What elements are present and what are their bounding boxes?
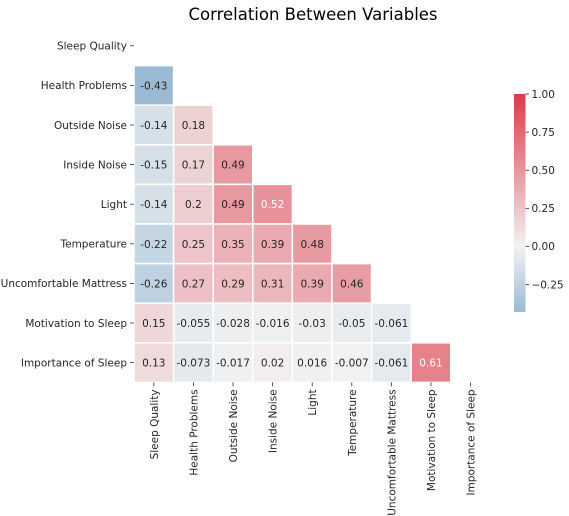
y-tick-label: Importance of Sleep (21, 357, 127, 369)
heatmap-cell-label: 0.35 (221, 239, 244, 251)
x-tick-label: Health Problems (188, 389, 200, 475)
heatmap-cell (331, 262, 373, 304)
heatmap-annotations: -0.43 -0.14 0.18 -0.15 0.17 0.49 -0.14 0.2 0.49 0… (140, 80, 442, 369)
heatmap-cell-label: 0.29 (221, 278, 244, 290)
y-tick-label: Motivation to Sleep (25, 318, 127, 330)
colorbar-tick-label: 1.00 (532, 89, 555, 101)
x-tick-label: Motivation to Sleep (426, 389, 438, 491)
y-tick-label: Uncomfortable Mattress (1, 278, 127, 290)
x-tick-label: Light (307, 389, 319, 415)
x-tick-label: Outside Noise (228, 389, 240, 462)
heatmap-cell-label: -0.016 (256, 318, 290, 330)
heatmap-cell-label: -0.05 (338, 318, 365, 330)
x-tick-label: Sleep Quality (149, 389, 161, 459)
heatmap-cell-label: -0.15 (140, 160, 167, 172)
heatmap-cell (172, 183, 214, 225)
heatmap-cell-label: 0.016 (297, 358, 327, 370)
y-tick-label: Health Problems (41, 80, 127, 92)
heatmap-cell-label: -0.43 (140, 80, 167, 92)
y-tick-label: Sleep Quality (57, 41, 127, 53)
heatmap-cell-label: -0.26 (140, 278, 167, 290)
heatmap-cell (212, 342, 254, 384)
heatmap-cells (133, 64, 452, 384)
heatmap-cell-label: 0.13 (142, 358, 165, 370)
x-tick-label: Inside Noise (268, 389, 280, 453)
colorbar-tick-label: −0.25 (532, 279, 564, 291)
heatmap-cell (252, 223, 294, 265)
heatmap-cell-label: -0.03 (299, 318, 326, 330)
colorbar-ticks: 1.00 0.75 0.50 0.25 0.00 −0.25 (525, 89, 564, 291)
heatmap-cell-label: 0.46 (340, 278, 364, 290)
heatmap-cell-label: -0.061 (374, 318, 408, 330)
x-tick-label: Temperature (347, 389, 359, 457)
heatmap-cell (133, 342, 175, 384)
y-tick-label: Light (101, 199, 127, 211)
heatmap-cell (331, 302, 373, 344)
heatmap-cell-label: -0.073 (176, 358, 210, 370)
heatmap-cell (133, 302, 175, 344)
heatmap-cell-label: 0.15 (142, 318, 165, 330)
heatmap-cell (172, 223, 214, 265)
heatmap-cell-label: -0.14 (140, 120, 167, 132)
x-tick-label: Importance of Sleep (466, 389, 478, 495)
heatmap-cell-label: 0.17 (182, 160, 205, 172)
heatmap-cell-label: 0.31 (261, 278, 284, 290)
heatmap-cell (410, 342, 452, 384)
heatmap-cell-label: 0.61 (419, 358, 442, 370)
y-tick-label: Inside Noise (63, 159, 127, 171)
colorbar-tick-label: 0.25 (532, 203, 555, 215)
heatmap-cell (212, 144, 254, 186)
heatmap-cell-label: 0.48 (301, 239, 324, 251)
heatmap-cell-label: -0.007 (335, 358, 369, 370)
heatmap-cell-label: -0.14 (140, 199, 167, 211)
colorbar-tick-label: 0.50 (532, 165, 555, 177)
heatmap-cell-label: 0.39 (261, 239, 284, 251)
heatmap-cell-label: 0.39 (301, 278, 324, 290)
x-axis-tick-labels: Sleep Quality Health Problems Outside Nois… (149, 382, 478, 516)
heatmap-cell-label: 0.52 (261, 199, 284, 211)
colorbar-tick-label: 0.00 (532, 241, 555, 253)
heatmap-cell-label: 0.02 (261, 358, 284, 370)
heatmap-cell-label: -0.017 (216, 358, 250, 370)
colorbar-tick-label: 0.75 (532, 127, 555, 139)
heatmap-cell-label: 0.27 (182, 278, 205, 290)
heatmap-cell-label: -0.061 (374, 358, 408, 370)
heatmap-cell-label: -0.055 (176, 318, 210, 330)
chart-title: Correlation Between Variables (188, 5, 437, 24)
heatmap-cell (291, 262, 333, 304)
heatmap-cell (172, 262, 214, 304)
heatmap-cell (252, 262, 294, 304)
heatmap-cell-label: 0.25 (182, 239, 205, 251)
heatmap-cell-label: -0.028 (216, 318, 250, 330)
colorbar: 1.00 0.75 0.50 0.25 0.00 −0.25 (514, 89, 564, 312)
heatmap-cell-label: -0.22 (140, 239, 167, 251)
heatmap-cell-label: 0.49 (221, 160, 244, 172)
y-tick-label: Outside Noise (54, 120, 127, 132)
heatmap-cell (252, 183, 294, 225)
x-tick-label: Uncomfortable Mattress (386, 389, 398, 515)
heatmap-cell-label: 0.2 (185, 199, 202, 211)
heatmap-cell-label: 0.18 (182, 120, 205, 132)
colorbar-gradient (514, 94, 526, 312)
heatmap-cell-label: 0.49 (221, 199, 244, 211)
y-tick-label: Temperature (59, 239, 127, 251)
y-axis-tick-labels: Sleep Quality Health Problems Outside Nois… (1, 41, 134, 369)
heatmap-cell (172, 302, 214, 344)
